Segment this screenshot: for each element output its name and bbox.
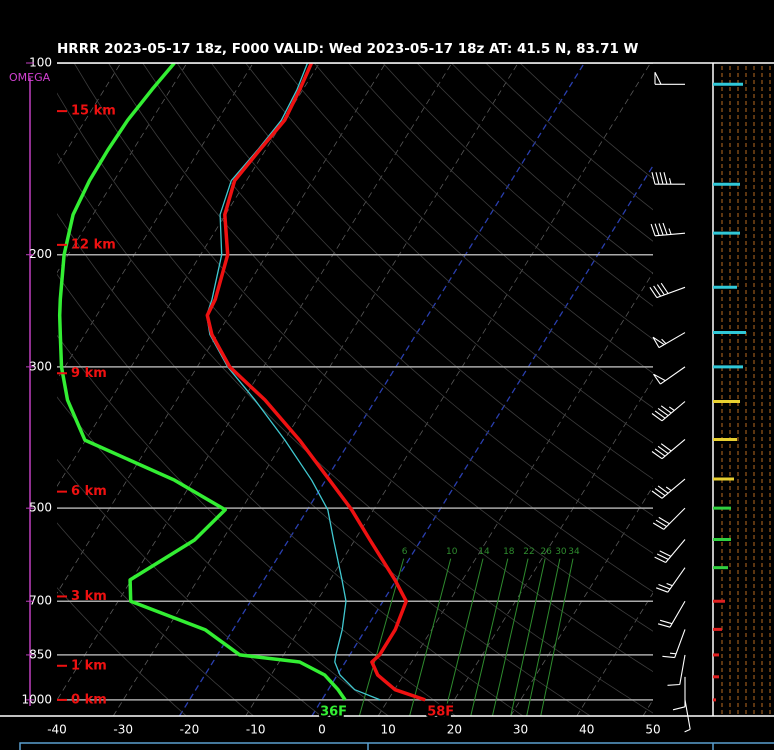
dry-adiabat	[245, 63, 653, 444]
wind-barb	[650, 222, 686, 237]
x-tick-label: 50	[645, 723, 660, 737]
omega-label: OMEGA	[9, 71, 51, 84]
mixing-ratio-label: 14	[478, 547, 490, 557]
x-tick-label: -40	[47, 723, 67, 737]
y-tick-label: 700	[29, 594, 52, 608]
profile-line	[206, 63, 381, 701]
mixing-ratio-line	[491, 558, 529, 716]
foreground-layer: HRRR 2023-05-17 18z, F000 VALID: Wed 202…	[0, 41, 774, 750]
dry-adiabat	[57, 213, 591, 716]
mixing-ratio-label: 18	[503, 547, 515, 557]
wind-barb	[657, 600, 686, 628]
mixing-ratio-line	[510, 558, 546, 716]
wind-barb	[654, 539, 686, 563]
mixing-ratio-label: 6	[402, 547, 408, 557]
mixing-ratio-label: 22	[523, 547, 534, 557]
wind-barb	[651, 478, 686, 499]
dry-adiabat	[176, 63, 653, 517]
height-label: 3 km	[71, 589, 107, 604]
chart-title: HRRR 2023-05-17 18z, F000 VALID: Wed 202…	[57, 41, 639, 57]
wind-barb	[649, 282, 686, 299]
wind-barb	[662, 629, 686, 659]
y-tick-label: 500	[29, 501, 52, 515]
x-tick-label: 40	[579, 723, 594, 737]
isotherm	[57, 63, 386, 594]
mixing-ratio-label: 10	[446, 547, 458, 557]
wind-barb	[651, 439, 686, 460]
isotherm	[245, 63, 651, 716]
profile-layer: 6 10 14 18 22 26 30 34	[57, 63, 580, 702]
dry-adiabat	[108, 63, 653, 593]
isotherm	[444, 378, 653, 716]
wind-barb	[654, 72, 686, 85]
wind-barb	[653, 366, 686, 385]
mixing-ratio-line	[409, 558, 452, 716]
x-tick-label: 20	[447, 723, 462, 737]
dry-adiabat	[57, 522, 254, 716]
wind-barb	[651, 401, 686, 422]
isotherm	[178, 63, 585, 716]
y-tick-label: 1000	[21, 692, 52, 706]
dry-adiabat	[57, 152, 653, 714]
dry-adiabat	[348, 63, 653, 340]
height-label: 9 km	[71, 366, 107, 381]
y-tick-label: 200	[29, 247, 52, 261]
mixing-ratio-line	[443, 558, 484, 716]
dry-adiabat	[142, 63, 653, 554]
height-label: 1 km	[71, 658, 107, 673]
isotherm	[377, 271, 653, 716]
mixing-ratio-label: 26	[540, 547, 552, 557]
x-tick-label: -20	[180, 723, 200, 737]
isotherm	[311, 164, 653, 716]
grid-layer	[57, 63, 653, 716]
mixing-ratio-label: 30	[555, 547, 567, 557]
wind-barb	[667, 654, 686, 686]
profile-line	[205, 63, 426, 702]
x-tick-label: -10	[246, 723, 266, 737]
wind-barb	[651, 172, 686, 185]
x-tick-label: 30	[513, 723, 528, 737]
x-tick-label: -30	[113, 723, 133, 737]
y-tick-label: 300	[29, 359, 52, 373]
wind-barb	[684, 699, 691, 733]
profile-line	[57, 63, 347, 701]
isotherm	[57, 63, 320, 488]
wind-barb	[652, 507, 686, 530]
dry-adiabat	[57, 396, 389, 716]
dry-adiabat	[57, 92, 653, 673]
bottom-panel	[19, 742, 774, 750]
isotherm	[57, 63, 453, 701]
dry-adiabat	[57, 273, 524, 716]
wind-barb	[652, 332, 686, 349]
wind-barb	[656, 567, 686, 593]
mixing-ratio-line	[540, 558, 574, 716]
isotherm	[112, 63, 519, 716]
dry-adiabat	[210, 63, 653, 480]
isotherm	[57, 63, 188, 274]
mixing-ratio-line	[470, 558, 509, 716]
x-tick-label: 0	[318, 723, 326, 737]
y-tick-label: 100	[29, 56, 52, 70]
height-label: 6 km	[71, 484, 107, 499]
dry-adiabat	[57, 587, 187, 716]
x-tick-label: 10	[380, 723, 395, 737]
dry-adiabat	[313, 63, 653, 374]
dry-adiabat	[279, 63, 653, 409]
dry-adiabat	[57, 458, 322, 716]
surface-label: 58F	[427, 705, 454, 720]
mixing-ratio-line	[526, 558, 561, 716]
height-label: 0 km	[71, 692, 107, 707]
surface-label: 36F	[320, 705, 347, 720]
isotherm	[57, 63, 254, 381]
y-tick-label: 850	[29, 647, 52, 661]
height-label: 12 km	[71, 237, 116, 252]
mixing-ratio-label: 34	[568, 547, 580, 557]
height-label: 15 km	[71, 104, 116, 119]
dry-adiabat	[73, 63, 653, 632]
dry-adiabat	[57, 334, 456, 716]
